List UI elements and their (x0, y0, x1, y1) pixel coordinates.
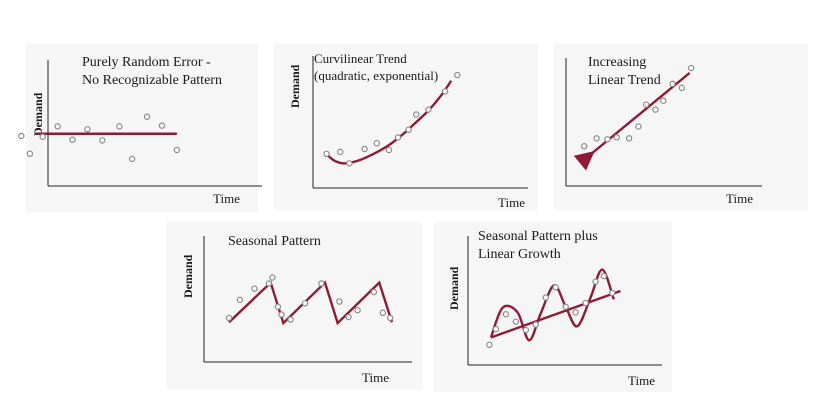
data-point-linear-8 (660, 97, 667, 104)
data-point-seasonal-growth-1 (492, 325, 500, 333)
data-point-curvilinear-9 (425, 106, 432, 113)
data-point-seasonal-12 (354, 306, 361, 314)
data-point-seasonal-15 (386, 314, 394, 322)
data-point-seasonal-growth-3 (512, 318, 520, 325)
data-point-linear-10 (678, 84, 686, 92)
data-point-linear-11 (687, 64, 695, 72)
data-point-linear-5 (635, 123, 642, 130)
data-point-seasonal-2 (251, 285, 258, 292)
data-point-seasonal-growth-2 (502, 311, 510, 318)
data-point-random-2 (39, 133, 46, 140)
data-point-seasonal-1 (236, 296, 244, 304)
data-point-linear-9 (669, 80, 676, 88)
panel-curvilinear (274, 44, 538, 210)
data-point-seasonal-11 (345, 313, 352, 321)
data-point-curvilinear-2 (346, 160, 353, 167)
data-point-linear-1 (593, 135, 600, 142)
data-point-curvilinear-11 (454, 71, 461, 79)
data-point-seasonal-growth-9 (572, 309, 579, 316)
data-point-seasonal-growth-8 (562, 303, 569, 310)
chart-marks (18, 56, 762, 366)
panel-linear (554, 44, 808, 210)
data-point-curvilinear-5 (385, 146, 393, 154)
data-point-random-10 (158, 122, 166, 129)
data-point-seasonal-growth-11 (592, 278, 599, 285)
data-point-curvilinear-4 (373, 140, 380, 147)
chart-title-seasonal: Seasonal Pattern (228, 234, 321, 249)
data-point-curvilinear-7 (405, 126, 412, 134)
xlabel-seasonal-growth: Time (628, 373, 655, 388)
data-point-random-5 (84, 126, 91, 133)
data-point-curvilinear-1 (337, 148, 344, 156)
data-point-linear-7 (652, 106, 659, 113)
chart-title-random-line1: Purely Random Error - (82, 55, 211, 70)
data-point-seasonal-growth-0 (486, 341, 493, 349)
data-point-random-4 (69, 136, 76, 143)
data-point-curvilinear-8 (413, 111, 420, 118)
data-point-linear-6 (643, 101, 650, 108)
data-point-linear-4 (625, 135, 633, 142)
trend-line-curvilinear (324, 80, 453, 165)
data-point-seasonal-10 (336, 298, 343, 305)
data-point-random-8 (128, 155, 136, 163)
data-point-linear-2 (604, 136, 611, 143)
data-point-seasonal-growth-12 (600, 272, 608, 280)
chart-title-random-line2: No Recognizable Pattern (82, 73, 222, 88)
ylabel-seasonal: Demand (181, 254, 195, 298)
data-point-seasonal-7 (287, 316, 294, 323)
data-point-random-9 (143, 113, 151, 120)
data-point-seasonal-growth-7 (552, 284, 559, 291)
chart-title-seasonal-growth-line1: Seasonal Pattern plus (478, 229, 598, 244)
ylabel-curvilinear: Demand (288, 64, 302, 108)
data-point-seasonal-growth-6 (542, 294, 549, 301)
data-point-linear-3 (613, 134, 620, 141)
data-point-linear-0 (581, 143, 588, 150)
xlabel-random: Time (213, 191, 240, 206)
data-point-seasonal-growth-13 (608, 289, 616, 297)
ylabel-seasonal-growth: Demand (447, 266, 461, 310)
chart-title-linear-line1: Increasing (588, 55, 646, 70)
data-point-seasonal-growth-5 (532, 321, 540, 328)
data-point-curvilinear-3 (361, 145, 368, 153)
data-point-random-0 (18, 132, 25, 140)
chart-title-curvilinear-line1: Curvilinear Trend (314, 51, 407, 66)
chart-title-seasonal-growth-line2: Linear Growth (478, 247, 561, 262)
chart-title-curvilinear-line2: (quadratic, exponential) (314, 68, 438, 83)
data-point-random-6 (99, 137, 106, 144)
data-point-seasonal-4 (269, 274, 276, 281)
panel-random (26, 44, 258, 212)
data-point-seasonal-6 (278, 311, 285, 318)
data-point-curvilinear-0 (323, 150, 330, 157)
panel-seasonal-growth (434, 222, 672, 392)
xlabel-linear: Time (726, 191, 753, 206)
data-point-random-7 (116, 123, 123, 130)
data-point-random-1 (26, 150, 34, 157)
data-point-seasonal-0 (225, 314, 233, 322)
data-point-seasonal-3 (265, 280, 273, 287)
data-point-seasonal-14 (379, 309, 387, 316)
chart-title-linear-line2: Linear Trend (588, 73, 661, 88)
trend-line-seasonal-growth (490, 289, 621, 339)
data-point-random-11 (173, 146, 181, 154)
ylabel-random: Demand (31, 92, 45, 136)
data-point-seasonal-growth-10 (582, 299, 589, 307)
data-point-curvilinear-10 (441, 88, 449, 95)
data-point-seasonal-8 (301, 300, 309, 307)
data-point-seasonal-growth-4 (522, 326, 530, 334)
data-point-curvilinear-6 (394, 134, 402, 141)
data-point-seasonal-5 (274, 303, 282, 310)
data-point-seasonal-13 (370, 288, 378, 296)
xlabel-seasonal: Time (362, 370, 389, 385)
data-point-random-3 (54, 123, 61, 130)
data-point-seasonal-9 (318, 280, 325, 287)
xlabel-curvilinear: Time (498, 195, 525, 210)
